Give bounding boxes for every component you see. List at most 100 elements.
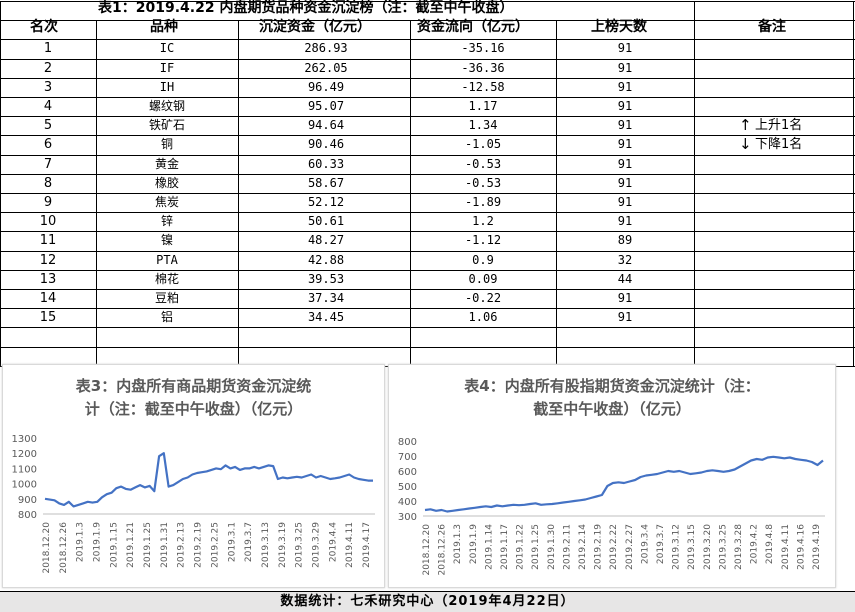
table-cell-flow: 1.34 [468, 118, 498, 132]
y-tick-label: 800 [18, 510, 37, 521]
x-tick-label: 2019.4.16 [796, 524, 806, 570]
table-cell-fund: 286.93 [304, 41, 348, 55]
col-gridline [853, 1, 854, 366]
row-gridline [0, 1, 855, 2]
x-tick-label: 2019.4.11 [345, 522, 355, 568]
x-tick-label: 2019.4.2 [750, 524, 760, 564]
table-cell-days: 32 [617, 253, 633, 267]
table-cell-days: 91 [617, 61, 633, 75]
table-cell-rank: 1 [43, 41, 53, 56]
table-cell-days: 91 [617, 176, 633, 190]
row-gridline [0, 327, 855, 328]
x-tick-label: 2019.1.17 [500, 524, 510, 570]
col-gridline [238, 20, 239, 366]
table-cell-flow: -0.53 [464, 157, 502, 171]
table-cell-days: 91 [617, 195, 633, 209]
x-tick-label: 2019.1.9 [93, 522, 103, 562]
table-cell-name: 铝 [160, 310, 173, 324]
commodity-chart-title-line2: 计（注：截至中午收盘）（亿元） [84, 400, 303, 418]
index-chart-title-line1: 表4：内盘所有股指期货资金沉淀统计（注： [464, 377, 760, 395]
table-title: 表1：2019.4.22 内盘期货品种资金沉淀榜（注：截至中午收盘） [98, 0, 514, 16]
y-tick-label: 900 [18, 495, 37, 506]
table-cell-flow: -12.58 [461, 80, 505, 94]
table-cell-days: 44 [617, 272, 633, 286]
y-tick-label: 300 [398, 512, 417, 523]
table-cell-name: IC [159, 41, 175, 55]
row-gridline [0, 97, 855, 98]
x-tick-label: 2019.3.15 [687, 524, 697, 570]
row-gridline [0, 289, 855, 290]
x-tick-label: 2018.12.26 [59, 522, 69, 574]
table-cell-fund: 50.61 [307, 214, 345, 228]
series-line [44, 452, 373, 508]
y-tick-label: 400 [398, 497, 417, 508]
y-tick-label: 700 [398, 452, 417, 463]
table-cell-name: 橡胶 [154, 176, 179, 190]
row-gridline [0, 174, 855, 175]
table-cell-days: 91 [617, 157, 633, 171]
x-tick-label: 2019.1.3 [76, 522, 86, 562]
table-cell-name: 镍 [160, 233, 173, 247]
x-tick-label: 2018.12.20 [422, 524, 432, 576]
col-gridline [694, 1, 695, 366]
row-gridline [0, 308, 855, 309]
x-tick-label: 2019.3.28 [734, 524, 744, 570]
header-name: 品种 [150, 19, 178, 35]
x-tick-label: 2019.3.29 [311, 522, 321, 568]
x-tick-label: 2019.2.13 [177, 522, 187, 568]
y-tick-label: 1000 [12, 480, 37, 491]
index-chart-title-line2: 截至中午收盘）（亿元） [533, 400, 691, 418]
col-gridline [0, 1, 1, 366]
header-flow: 资金流向（亿元） [417, 19, 529, 35]
table-cell-fund: 96.49 [307, 80, 345, 94]
row-gridline [0, 155, 855, 156]
x-tick-label: 2019.2.27 [625, 524, 635, 570]
x-tick-label: 2019.4.19 [812, 524, 822, 570]
x-tick-label: 2019.1.9 [469, 524, 479, 564]
x-tick-label: 2019.1.14 [484, 524, 494, 570]
table-cell-rank: 14 [39, 291, 57, 306]
row-gridline [0, 231, 855, 232]
table-cell-fund: 94.64 [307, 118, 345, 132]
table-cell-name: IH [159, 80, 175, 94]
table-cell-fund: 34.45 [307, 310, 345, 324]
x-tick-label: 2019.2.11 [562, 524, 572, 570]
table-cell-flow: -35.16 [461, 41, 505, 55]
x-tick-label: 2019.3.4 [640, 524, 650, 564]
table-cell-days: 91 [617, 291, 633, 305]
table-cell-name: 黄金 [154, 157, 179, 171]
table-cell-fund: 262.05 [304, 61, 348, 75]
table-cell-flow: -1.89 [464, 195, 502, 209]
table-cell-flow: -0.53 [464, 176, 502, 190]
table-cell-rank: 2 [43, 61, 53, 76]
x-tick-label: 2019.4.11 [781, 524, 791, 570]
index-line-chart: 300 400 500 600 700 800 2018.12.20 2018.12.26 20… [398, 437, 825, 576]
commodity-chart-panel: 表3：内盘所有商品期货资金沉淀统 计（注：截至中午收盘）（亿元） 800 900 1… [2, 364, 385, 588]
x-tick-label: 2019.3.20 [703, 524, 713, 570]
table-cell-flow: -0.22 [464, 291, 502, 305]
table-cell-fund: 95.07 [307, 99, 345, 113]
table-cell-fund: 48.27 [307, 233, 345, 247]
table-cell-fund: 52.12 [307, 195, 345, 209]
down-arrow-icon: ↓ [739, 135, 752, 153]
table-cell-rank: 3 [43, 80, 53, 95]
x-tick-label: 2019.1.31 [160, 522, 170, 568]
commodity-chart-title-line1: 表3：内盘所有商品期货资金沉淀统 [75, 377, 312, 395]
table-cell-name: PTA [156, 253, 178, 267]
index-chart-panel: 表4：内盘所有股指期货资金沉淀统计（注： 截至中午收盘）（亿元） 300 400 5… [388, 364, 836, 588]
header-days: 上榜天数 [591, 19, 647, 35]
row-gridline [0, 251, 855, 252]
y-tick-label: 1300 [12, 434, 37, 445]
x-tick-label: 2019.3.25 [718, 524, 728, 570]
x-tick-label: 2019.4.4 [328, 522, 338, 562]
table-cell-days: 91 [617, 214, 633, 228]
table-cell-days: 91 [617, 310, 633, 324]
header-notes: 备注 [758, 19, 786, 35]
x-tick-label: 2019.2.22 [609, 524, 619, 570]
row-gridline [0, 135, 855, 136]
table-cell-rank: 5 [43, 118, 53, 133]
table-cell-fund: 60.33 [307, 157, 345, 171]
table-cell-rank: 4 [43, 99, 53, 114]
table-cell-days: 91 [617, 118, 633, 132]
table-cell-flow: 1.17 [468, 99, 498, 113]
